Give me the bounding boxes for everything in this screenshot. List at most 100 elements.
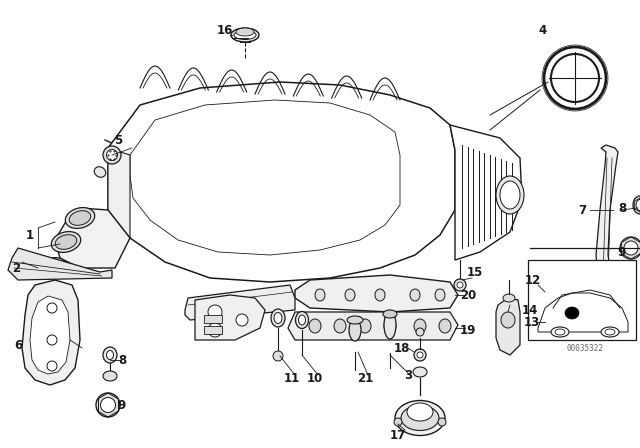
Ellipse shape: [271, 309, 285, 327]
Polygon shape: [195, 295, 265, 340]
Ellipse shape: [345, 289, 355, 301]
Ellipse shape: [236, 28, 254, 36]
Ellipse shape: [636, 199, 640, 211]
Ellipse shape: [69, 211, 91, 225]
Ellipse shape: [47, 335, 57, 345]
Ellipse shape: [274, 313, 282, 323]
Ellipse shape: [359, 319, 371, 333]
Ellipse shape: [41, 261, 63, 276]
Text: 4: 4: [539, 23, 547, 36]
Text: 6: 6: [14, 339, 22, 352]
Text: 3: 3: [404, 369, 412, 382]
Ellipse shape: [106, 350, 113, 359]
Ellipse shape: [601, 327, 619, 337]
Ellipse shape: [410, 289, 420, 301]
Ellipse shape: [551, 54, 599, 102]
Ellipse shape: [309, 319, 321, 333]
Ellipse shape: [37, 258, 67, 278]
Ellipse shape: [65, 207, 95, 228]
Ellipse shape: [438, 418, 446, 426]
Text: 5: 5: [114, 134, 122, 146]
Text: 00035322: 00035322: [566, 344, 604, 353]
Ellipse shape: [106, 150, 118, 160]
Text: 21: 21: [357, 371, 373, 384]
Ellipse shape: [605, 329, 615, 335]
Text: 1: 1: [26, 228, 34, 241]
Ellipse shape: [414, 349, 426, 361]
Ellipse shape: [96, 393, 120, 417]
Ellipse shape: [47, 361, 57, 371]
Text: 10: 10: [307, 371, 323, 384]
Text: 14: 14: [522, 303, 538, 316]
Polygon shape: [30, 296, 70, 374]
Ellipse shape: [103, 347, 117, 363]
Ellipse shape: [546, 286, 558, 298]
Ellipse shape: [383, 310, 397, 318]
Ellipse shape: [375, 289, 385, 301]
Ellipse shape: [395, 401, 445, 435]
Ellipse shape: [457, 282, 463, 288]
Ellipse shape: [298, 315, 305, 325]
Polygon shape: [496, 298, 520, 355]
Ellipse shape: [562, 286, 574, 298]
Ellipse shape: [349, 319, 361, 341]
Ellipse shape: [51, 232, 81, 252]
Polygon shape: [8, 248, 112, 280]
Ellipse shape: [546, 313, 564, 331]
Text: 7: 7: [578, 203, 586, 216]
Text: 16: 16: [217, 23, 233, 36]
Text: 15: 15: [467, 266, 483, 279]
Text: 8: 8: [618, 202, 626, 215]
Polygon shape: [185, 285, 295, 320]
Ellipse shape: [550, 317, 560, 327]
Ellipse shape: [401, 405, 439, 431]
Ellipse shape: [624, 241, 638, 255]
Ellipse shape: [296, 311, 308, 328]
Polygon shape: [108, 82, 455, 282]
Bar: [204, 315, 222, 323]
Polygon shape: [542, 280, 578, 302]
Polygon shape: [596, 145, 618, 292]
Ellipse shape: [103, 146, 121, 164]
Ellipse shape: [551, 327, 569, 337]
Ellipse shape: [544, 47, 606, 109]
Ellipse shape: [407, 403, 433, 421]
Ellipse shape: [565, 307, 579, 319]
Ellipse shape: [454, 279, 466, 291]
Ellipse shape: [334, 319, 346, 333]
Polygon shape: [288, 312, 458, 340]
Text: 19: 19: [460, 323, 476, 336]
Text: 8: 8: [118, 353, 126, 366]
Text: 2: 2: [12, 262, 20, 275]
Ellipse shape: [208, 305, 222, 319]
Ellipse shape: [236, 314, 248, 326]
Polygon shape: [55, 208, 130, 268]
Ellipse shape: [417, 352, 423, 358]
Ellipse shape: [55, 235, 77, 250]
Bar: [528, 260, 636, 340]
Text: 18: 18: [394, 341, 410, 354]
Polygon shape: [130, 100, 400, 255]
Ellipse shape: [501, 312, 515, 328]
Polygon shape: [538, 293, 628, 332]
Ellipse shape: [394, 418, 402, 426]
Text: 9: 9: [618, 246, 626, 258]
Bar: [204, 326, 222, 334]
Ellipse shape: [347, 316, 363, 324]
Text: 9: 9: [118, 399, 126, 412]
Ellipse shape: [208, 323, 222, 337]
Polygon shape: [450, 125, 522, 260]
Ellipse shape: [103, 371, 117, 381]
Ellipse shape: [503, 294, 515, 302]
Text: 13: 13: [524, 315, 540, 328]
Ellipse shape: [413, 367, 427, 377]
Ellipse shape: [231, 28, 259, 42]
Ellipse shape: [234, 30, 256, 39]
Ellipse shape: [416, 328, 424, 336]
Text: 20: 20: [460, 289, 476, 302]
Ellipse shape: [620, 237, 640, 259]
Ellipse shape: [414, 319, 426, 333]
Ellipse shape: [496, 176, 524, 214]
Ellipse shape: [555, 329, 565, 335]
Ellipse shape: [273, 351, 283, 361]
